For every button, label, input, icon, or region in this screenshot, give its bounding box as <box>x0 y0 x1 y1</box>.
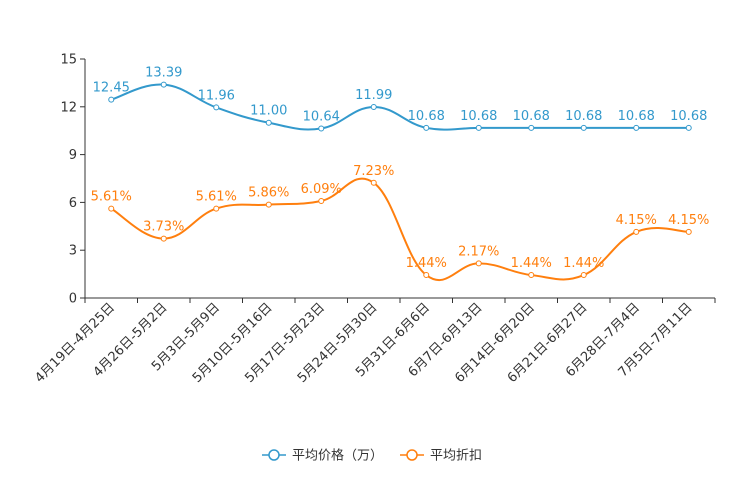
data-point[interactable] <box>265 201 272 208</box>
data-point[interactable] <box>475 260 482 267</box>
data-point[interactable] <box>160 81 167 88</box>
data-point[interactable] <box>213 205 220 212</box>
y-tick-label: 3 <box>69 244 77 259</box>
legend: 平均价格（万） 平均折扣 <box>262 448 482 464</box>
data-label: 4.15% <box>616 213 657 228</box>
y-tick-label: 12 <box>60 100 77 115</box>
data-point[interactable] <box>213 104 220 111</box>
data-point[interactable] <box>423 272 430 279</box>
legend-marker <box>406 449 418 461</box>
data-label: 1.44% <box>511 256 552 271</box>
data-label: 10.68 <box>513 109 550 124</box>
data-label: 11.99 <box>355 88 392 103</box>
data-label: 3.73% <box>143 220 184 235</box>
data-point[interactable] <box>580 124 587 131</box>
legend-marker <box>268 449 280 461</box>
data-label: 10.68 <box>670 109 707 124</box>
data-label: 10.68 <box>408 109 445 124</box>
data-point[interactable] <box>423 124 430 131</box>
series-1: 5.61% 3.73% 5.61% 5.86% 6.09% 7.23% 1.44% 2.17%… <box>91 164 709 282</box>
data-label: 5.61% <box>196 190 237 205</box>
data-label: 7.23% <box>353 164 394 179</box>
data-label: 10.68 <box>618 109 655 124</box>
data-label: 1.44% <box>563 256 604 271</box>
data-label: 11.00 <box>250 104 287 119</box>
data-point[interactable] <box>528 272 535 279</box>
y-tick-label: 9 <box>69 148 77 163</box>
data-point[interactable] <box>318 197 325 204</box>
data-point[interactable] <box>318 125 325 132</box>
data-point[interactable] <box>633 124 640 131</box>
series-line <box>110 83 689 131</box>
data-label: 11.96 <box>198 88 235 103</box>
data-point[interactable] <box>370 179 377 186</box>
data-label: 5.61% <box>91 190 132 205</box>
data-label: 5.86% <box>248 186 289 201</box>
data-label: 6.09% <box>301 182 342 197</box>
data-point[interactable] <box>528 124 535 131</box>
data-label: 13.39 <box>145 66 182 81</box>
data-point[interactable] <box>370 103 377 110</box>
legend-label: 平均折扣 <box>430 449 482 464</box>
legend-label: 平均价格（万） <box>292 448 383 464</box>
data-point[interactable] <box>633 228 640 235</box>
data-point[interactable] <box>108 205 115 212</box>
y-tick-label: 6 <box>69 196 77 211</box>
data-label: 4.15% <box>668 213 709 228</box>
data-label: 10.64 <box>303 109 340 124</box>
data-point[interactable] <box>685 228 692 235</box>
legend-item-1[interactable]: 平均折扣 <box>400 449 482 464</box>
y-tick-label: 15 <box>60 53 77 68</box>
data-label: 1.44% <box>406 256 447 271</box>
data-label: 10.68 <box>565 109 602 124</box>
data-point[interactable] <box>475 124 482 131</box>
data-point[interactable] <box>265 119 272 126</box>
legend-item-0[interactable]: 平均价格（万） <box>262 448 383 464</box>
data-label: 10.68 <box>460 109 497 124</box>
series-0: 12.45 13.39 11.96 11.00 10.64 11.99 10.68 10.68… <box>93 66 707 132</box>
y-tick-label: 0 <box>69 292 77 307</box>
data-label: 12.45 <box>93 81 130 96</box>
series-layer: 12.45 13.39 11.96 11.00 10.64 11.99 10.68 10.68… <box>91 66 709 282</box>
data-point[interactable] <box>580 272 587 279</box>
data-point[interactable] <box>160 235 167 242</box>
data-point[interactable] <box>685 124 692 131</box>
data-label: 2.17% <box>458 244 499 259</box>
data-point[interactable] <box>108 96 115 103</box>
